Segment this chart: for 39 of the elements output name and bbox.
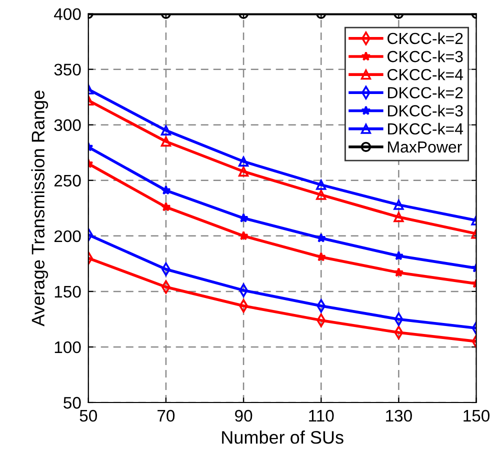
point [316, 233, 326, 242]
point [238, 166, 249, 177]
x-tick-label: 70 [158, 410, 175, 422]
y-axis-title: Average Transmission Range [31, 90, 48, 326]
legend-label: DKCC-k=3 [388, 104, 463, 116]
x-axis-title: Number of SUs [222, 430, 344, 444]
x-tick-label: 50 [80, 410, 97, 422]
point [394, 212, 404, 222]
legend-label: MaxPower [388, 141, 462, 153]
y-tick-label: 350 [54, 64, 81, 76]
point [316, 252, 326, 262]
y-tick-label: 50 [64, 396, 81, 409]
x-tick-label: 90 [235, 410, 252, 422]
point [160, 136, 172, 147]
legend-label: DKCC-k=4 [388, 122, 464, 135]
point [394, 250, 404, 260]
point [160, 125, 172, 136]
point [316, 190, 326, 200]
point [238, 156, 249, 167]
point [238, 230, 248, 240]
y-tick-label: 150 [54, 286, 81, 298]
y-tick-label: 400 [54, 8, 81, 20]
y-tick-label: 100 [54, 341, 81, 354]
x-tick-label: 110 [309, 410, 334, 422]
y-tick-label: 300 [54, 119, 81, 132]
point [238, 213, 248, 222]
x-tick-label: 150 [464, 410, 490, 422]
legend-label: CKCC-k=3 [388, 50, 463, 62]
legend-label: CKCC-k=4 [388, 68, 464, 80]
point [316, 180, 326, 190]
y-tick-label: 250 [54, 174, 81, 187]
point [394, 200, 404, 210]
point [161, 185, 171, 195]
point [394, 267, 404, 277]
y-tick-label: 200 [54, 230, 81, 242]
legend-label: DKCC-k=2 [388, 86, 463, 98]
point [161, 202, 171, 212]
x-tick-label: 130 [386, 410, 412, 422]
legend-label: CKCC-k=2 [388, 32, 463, 44]
